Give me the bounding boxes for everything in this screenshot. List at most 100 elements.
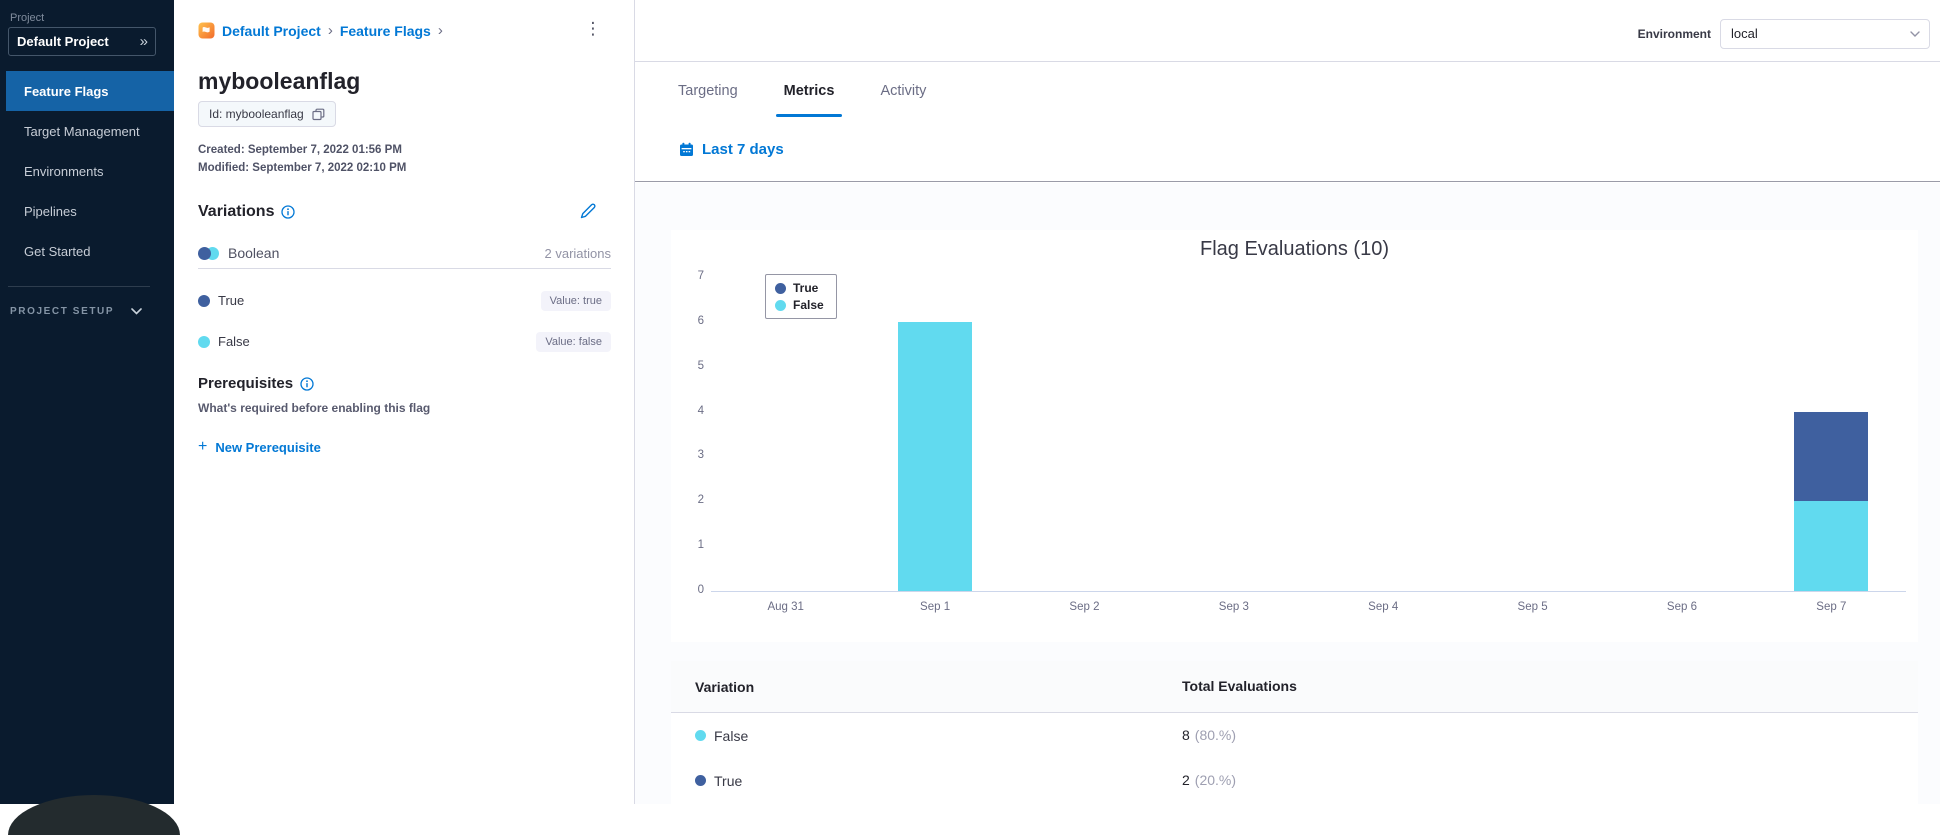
variation-list: True Value: true False Value: false (198, 280, 611, 362)
x-axis-label: Sep 3 (1218, 601, 1249, 613)
variation-cell: True (671, 773, 1182, 789)
project-selector[interactable]: Default Project » (8, 27, 156, 56)
sidebar-nav: Feature Flags Target Management Environmen… (0, 71, 174, 271)
environment-select[interactable]: local (1720, 18, 1930, 49)
main-content: Environment local Targeting Metrics Activi… (635, 0, 1940, 804)
variation-type-row: Boolean 2 variations (198, 245, 611, 261)
project-selector-value: Default Project (17, 34, 109, 49)
column-header-variation: Variation (695, 678, 755, 695)
breadcrumb-link-feature-flags[interactable]: Feature Flags (339, 22, 431, 39)
new-prerequisite-label: New Prerequisite (215, 439, 321, 455)
chevron-right-icon: › (437, 22, 443, 39)
flag-tabs: Targeting Metrics Activity (670, 63, 934, 118)
tab-activity[interactable]: Activity (880, 82, 927, 99)
variation-value-chip: Value: false (536, 331, 611, 352)
metrics-pane: Flag Evaluations (10) 0 1 2 3 4 5 6 7 Aug 31 Sep … (635, 183, 1940, 804)
variation-color-dot (695, 775, 706, 786)
prerequisites-title: Prerequisites (198, 375, 294, 392)
y-axis-label: 2 (697, 494, 704, 507)
bar-segment-false-sep-7[interactable] (1794, 501, 1869, 591)
x-axis-label: Sep 2 (1069, 601, 1100, 613)
sidebar-divider (8, 286, 150, 287)
legend-label: False (793, 298, 824, 312)
tab-metrics[interactable]: Metrics (775, 63, 843, 118)
flag-modified-date: Modified: September 7, 2022 02:10 PM (198, 162, 407, 174)
variations-title: Variations (198, 203, 275, 220)
sidebar-item-feature-flags[interactable]: Feature Flags (6, 71, 174, 111)
sidebar: Project Default Project » Feature Flags T… (0, 0, 180, 835)
copy-icon[interactable] (312, 108, 325, 121)
flag-options-menu-button[interactable]: ⋮ (584, 19, 602, 38)
bar-segment-false-sep-1[interactable] (898, 321, 973, 591)
prerequisites-subtitle: What's required before enabling this fla… (198, 401, 431, 415)
date-filter-bar: Last 7 days (635, 118, 1940, 182)
variation-count: 2 variations (544, 245, 611, 261)
y-axis-label: 4 (697, 404, 704, 417)
variation-name: True (714, 772, 743, 789)
column-header-total-evaluations: Total Evaluations (1182, 677, 1297, 694)
date-range-button[interactable]: Last 7 days (679, 141, 784, 158)
chart-legend: True False (765, 274, 837, 319)
edit-variations-button[interactable] (578, 201, 600, 223)
breadcrumb-link-default-project[interactable]: Default Project (222, 22, 321, 39)
total-evaluations-cell: 8 (80.%) (1182, 727, 1918, 745)
variation-name: False (714, 727, 749, 744)
x-axis-label: Sep 4 (1368, 601, 1399, 613)
sidebar-item-pipelines[interactable]: Pipelines (24, 203, 77, 219)
variation-row: True Value: true (198, 280, 611, 321)
variation-type-label: Boolean (228, 245, 280, 261)
flag-name-title: mybooleanflag (198, 68, 361, 94)
sidebar-item-get-started[interactable]: Get Started (24, 243, 91, 259)
prerequisites-header: Prerequisites (198, 375, 314, 392)
info-icon[interactable] (281, 205, 296, 219)
project-setup-toggle[interactable]: PROJECT SETUP (10, 306, 164, 317)
chart-title: Flag Evaluations (10) (1200, 238, 1389, 260)
variation-color-dot (695, 730, 706, 741)
flag-id-chip: Id: mybooleanflag (198, 101, 336, 127)
y-axis-label: 3 (697, 449, 704, 462)
legend-item-true[interactable]: True (775, 281, 824, 295)
y-axis-label: 1 (697, 539, 704, 552)
help-widget[interactable] (8, 795, 180, 835)
variation-identifier: False (198, 334, 250, 349)
bar-segment-true-sep-7[interactable] (1794, 411, 1869, 502)
flag-detail-panel: Default Project › Feature Flags › ⋮ myboole… (174, 0, 635, 804)
legend-color-dot (775, 299, 786, 311)
info-icon[interactable] (300, 376, 314, 391)
variation-color-dot (198, 294, 210, 307)
evaluations-table: Variation Total Evaluations False 8 (80.%)… (671, 661, 1918, 804)
double-chevron-right-icon: » (139, 33, 148, 50)
table-row: False 8 (80.%) (671, 713, 1918, 758)
sidebar-item-environments[interactable]: Environments (24, 163, 104, 179)
sidebar-item-target-management[interactable]: Target Management (24, 123, 140, 139)
breadcrumb: Default Project › Feature Flags › (198, 22, 443, 39)
evaluation-percent: (80.%) (1194, 726, 1237, 743)
chevron-right-icon: › (327, 22, 333, 39)
legend-item-false[interactable]: False (775, 298, 824, 312)
calendar-icon (679, 142, 694, 157)
variation-value-chip: Value: true (540, 290, 611, 311)
x-axis-label: Sep 5 (1517, 601, 1548, 613)
table-row: True 2 (20.%) (671, 758, 1918, 803)
chevron-down-icon (1910, 30, 1920, 37)
variation-name: False (218, 334, 250, 349)
environment-label: Environment (1637, 26, 1711, 41)
flag-id-text: Id: mybooleanflag (209, 107, 304, 121)
evaluation-count: 2 (1182, 771, 1190, 788)
flag-evaluations-chart: Flag Evaluations (10) 0 1 2 3 4 5 6 7 Aug 31 Sep … (671, 230, 1918, 642)
flag-dates: Created: September 7, 2022 01:56 PM Modi… (198, 141, 406, 177)
variation-cell: False (671, 728, 1182, 744)
tab-targeting[interactable]: Targeting (678, 82, 738, 99)
total-evaluations-cell: 2 (20.%) (1182, 772, 1918, 790)
y-axis-label: 5 (697, 359, 704, 372)
project-label: Project (10, 12, 45, 24)
table-header-row: Variation Total Evaluations (671, 661, 1918, 713)
new-prerequisite-button[interactable]: + New Prerequisite (198, 438, 321, 456)
project-setup-label: PROJECT SETUP (10, 306, 115, 317)
flag-created-date: Created: September 7, 2022 01:56 PM (198, 144, 402, 156)
y-axis-label: 6 (697, 314, 704, 327)
feature-flags-logo-icon (198, 22, 215, 39)
y-axis-label: 0 (697, 584, 704, 596)
legend-color-dot (775, 282, 786, 294)
variation-row: False Value: false (198, 321, 611, 362)
